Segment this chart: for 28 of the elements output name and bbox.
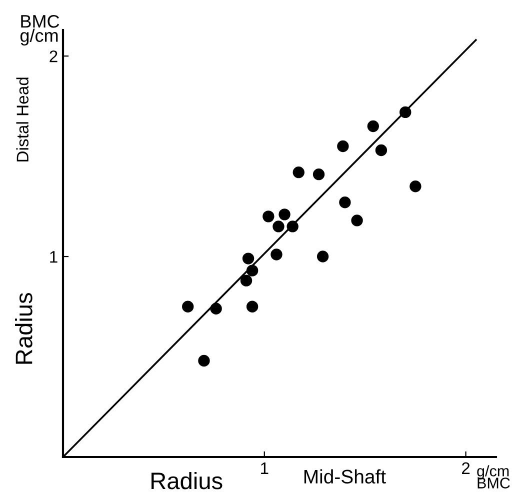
point	[270, 248, 282, 260]
point	[400, 106, 412, 118]
point	[272, 220, 284, 232]
point	[198, 354, 210, 367]
point	[410, 180, 422, 192]
point	[351, 214, 363, 226]
point	[286, 220, 298, 232]
point	[240, 274, 252, 286]
point	[246, 264, 258, 276]
point	[339, 196, 351, 208]
point	[367, 120, 379, 132]
x-axis-title: Radius	[152, 472, 222, 490]
point	[312, 168, 325, 180]
point	[375, 144, 388, 156]
point	[246, 300, 258, 312]
point	[292, 166, 304, 178]
y-axis-title: Radius	[15, 293, 32, 364]
point	[182, 300, 194, 312]
point	[337, 140, 349, 152]
point	[262, 210, 274, 222]
point	[278, 208, 290, 220]
text: BMC g/cm	[20, 14, 60, 46]
text: g/cm BMC	[477, 465, 510, 488]
point	[242, 252, 254, 264]
point	[210, 302, 222, 314]
point	[316, 250, 329, 262]
text: Mid-Shaft	[304, 469, 386, 484]
text: Distal Head	[16, 78, 29, 162]
